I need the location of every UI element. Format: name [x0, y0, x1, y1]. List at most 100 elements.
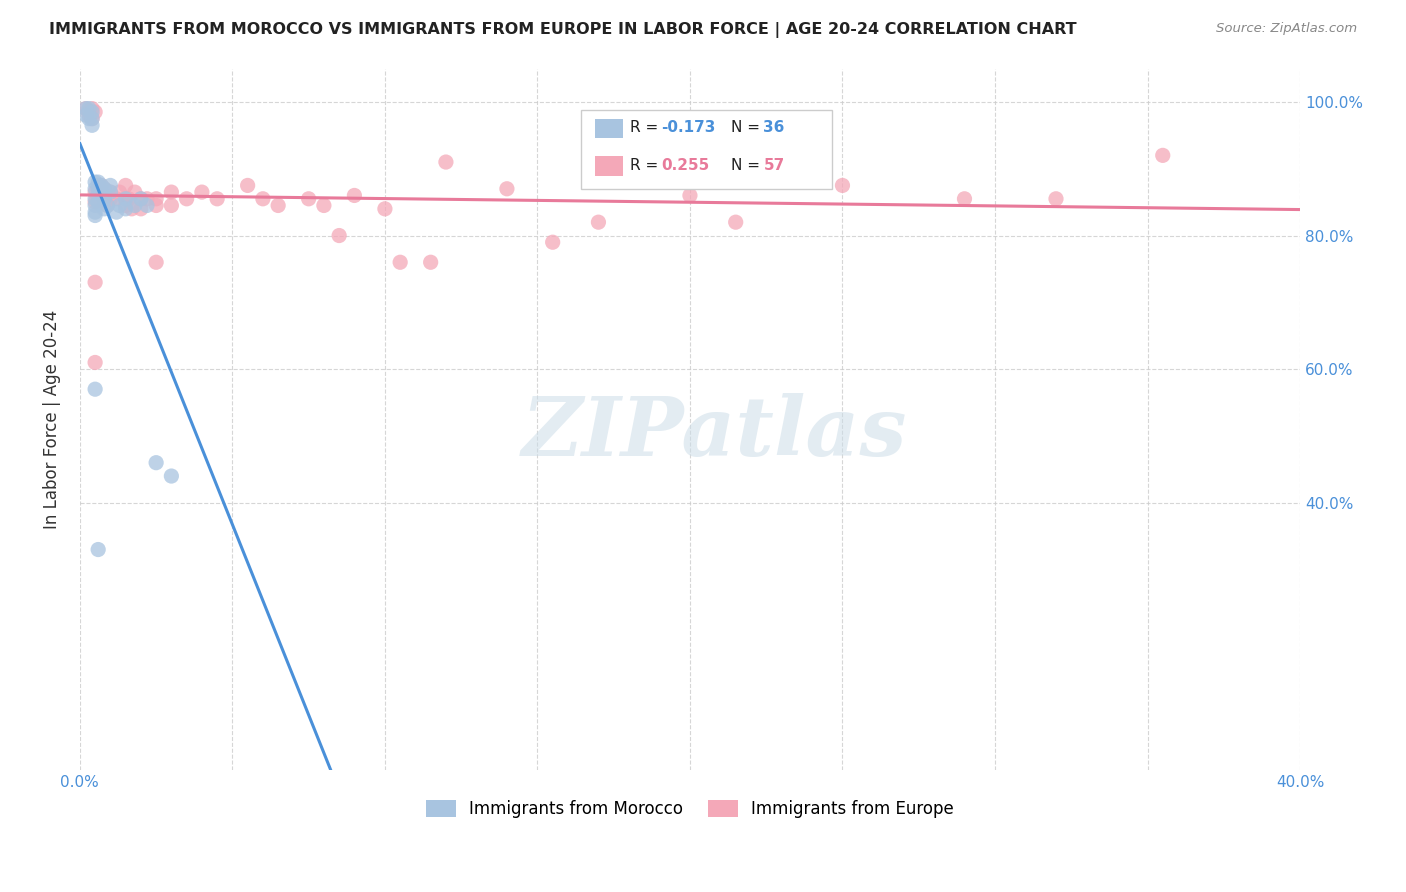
Point — [160, 469, 183, 483]
Point — [75, 102, 97, 116]
Point — [80, 104, 103, 119]
Point — [84, 182, 107, 196]
Point — [267, 198, 290, 212]
Point — [129, 202, 152, 216]
Point — [114, 192, 136, 206]
Point — [87, 175, 110, 189]
Point — [145, 192, 167, 206]
Point — [90, 178, 112, 193]
Point — [100, 185, 122, 199]
Point — [87, 195, 110, 210]
Point — [87, 182, 110, 196]
Point — [831, 178, 853, 193]
Point — [236, 178, 259, 193]
Point — [160, 198, 183, 212]
Point — [724, 215, 747, 229]
Point — [75, 108, 97, 122]
Point — [145, 456, 167, 470]
Text: IMMIGRANTS FROM MOROCCO VS IMMIGRANTS FROM EUROPE IN LABOR FORCE | AGE 20-24 COR: IMMIGRANTS FROM MOROCCO VS IMMIGRANTS FR… — [49, 22, 1077, 38]
Point — [84, 192, 107, 206]
Point — [588, 215, 610, 229]
Point — [84, 382, 107, 396]
Point — [75, 102, 97, 116]
Text: 36: 36 — [763, 120, 785, 135]
Point — [312, 198, 335, 212]
Point — [496, 182, 519, 196]
Point — [87, 542, 110, 557]
Text: ZIPatlas: ZIPatlas — [522, 393, 907, 474]
Point — [953, 192, 976, 206]
Point — [108, 185, 131, 199]
Point — [80, 118, 103, 132]
Point — [84, 104, 107, 119]
Point — [118, 192, 141, 206]
Text: 0.255: 0.255 — [661, 158, 709, 172]
Point — [136, 192, 159, 206]
Point — [84, 175, 107, 189]
Point — [93, 192, 115, 206]
Point — [90, 178, 112, 193]
Point — [191, 185, 214, 199]
Point — [80, 102, 103, 116]
Y-axis label: In Labor Force | Age 20-24: In Labor Force | Age 20-24 — [44, 310, 60, 529]
Point — [96, 198, 118, 212]
Point — [105, 192, 128, 206]
Point — [93, 192, 115, 206]
Text: 57: 57 — [763, 158, 785, 172]
Point — [77, 108, 100, 122]
Point — [136, 198, 159, 212]
Point — [419, 255, 441, 269]
Point — [145, 198, 167, 212]
Point — [541, 235, 564, 250]
Point — [124, 198, 146, 212]
Point — [328, 228, 350, 243]
Point — [160, 185, 183, 199]
Point — [108, 198, 131, 212]
Point — [84, 195, 107, 210]
Point — [298, 192, 321, 206]
Point — [87, 178, 110, 193]
Point — [84, 205, 107, 219]
Point — [100, 192, 122, 206]
Point — [124, 185, 146, 199]
Point — [87, 182, 110, 196]
Point — [77, 112, 100, 126]
Legend: Immigrants from Morocco, Immigrants from Europe: Immigrants from Morocco, Immigrants from… — [419, 793, 960, 825]
Point — [80, 112, 103, 126]
Point — [374, 202, 396, 216]
Point — [176, 192, 198, 206]
Point — [389, 255, 412, 269]
Point — [80, 112, 103, 126]
Point — [77, 102, 100, 116]
Point — [114, 202, 136, 216]
Point — [87, 192, 110, 206]
Point — [84, 198, 107, 212]
Point — [205, 192, 228, 206]
Text: Source: ZipAtlas.com: Source: ZipAtlas.com — [1216, 22, 1357, 36]
Text: -0.173: -0.173 — [661, 120, 716, 135]
Point — [90, 185, 112, 199]
Point — [145, 255, 167, 269]
Point — [84, 355, 107, 369]
Point — [114, 198, 136, 212]
Point — [105, 205, 128, 219]
Point — [343, 188, 366, 202]
Point — [100, 185, 122, 199]
Point — [114, 178, 136, 193]
Point — [100, 178, 122, 193]
Point — [93, 182, 115, 196]
Point — [84, 209, 107, 223]
Point — [679, 188, 702, 202]
Point — [129, 192, 152, 206]
Point — [93, 202, 115, 216]
Point — [121, 202, 143, 216]
Text: N =: N = — [731, 158, 765, 172]
Point — [1045, 192, 1067, 206]
Point — [434, 155, 457, 169]
Point — [84, 185, 107, 199]
Point — [252, 192, 274, 206]
Point — [96, 198, 118, 212]
Point — [114, 192, 136, 206]
Text: R =: R = — [630, 158, 664, 172]
Point — [93, 182, 115, 196]
